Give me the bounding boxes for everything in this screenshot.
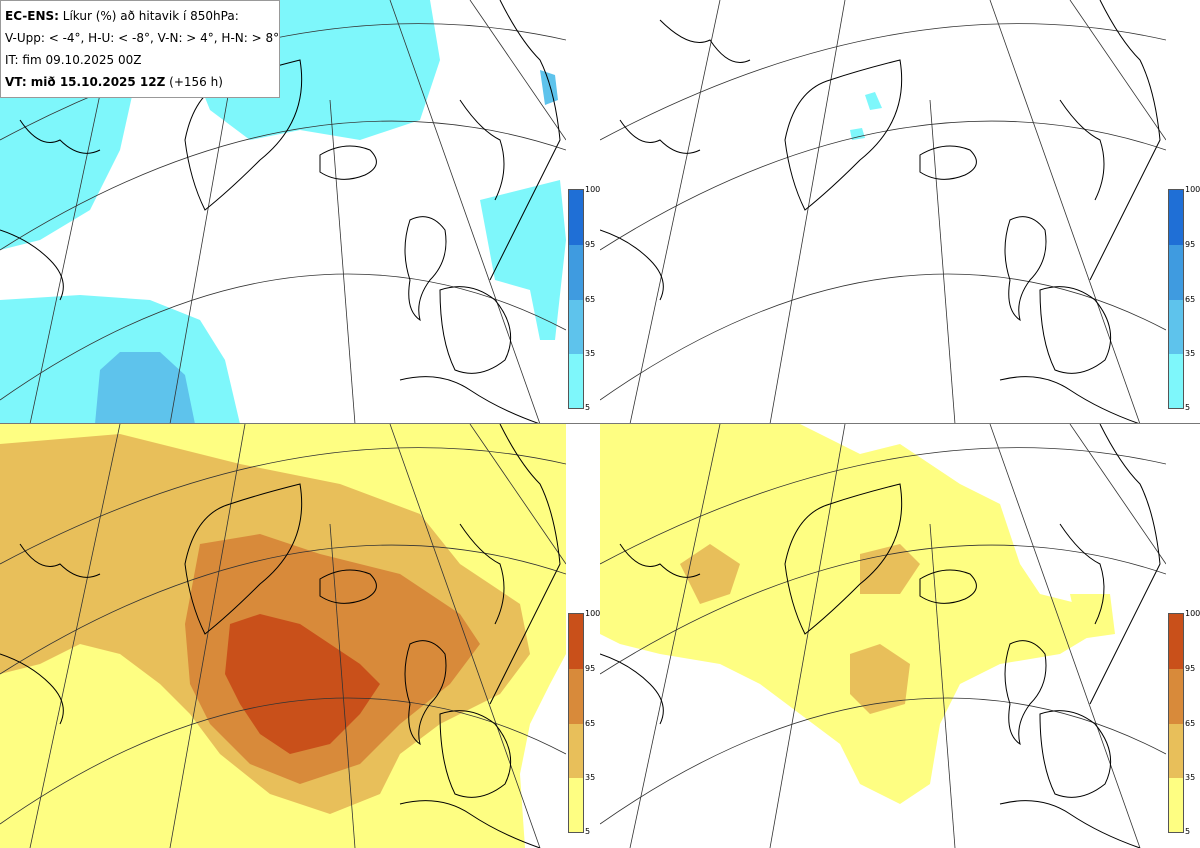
coastlines [0, 424, 561, 848]
legend-lead-time: (+156 h) [165, 75, 223, 89]
colorbar-tick: 65 [1185, 719, 1196, 728]
colorbar-seg-65-95 [569, 669, 583, 724]
prob-area-35-east [480, 180, 566, 340]
colorbar-seg-35-65 [569, 724, 583, 778]
colorbar-cold-left: 100 95 65 35 5 [568, 186, 600, 412]
colorbar-seg-35-65 [1169, 724, 1183, 778]
colorbar-tick: 100 [585, 609, 601, 618]
colorbar-seg-65-95 [1169, 245, 1183, 300]
colorbar-warm-left: 100 95 65 35 5 [568, 610, 600, 836]
colorbar-tick: 65 [585, 719, 596, 728]
legend-line-3: IT: fim 09.10.2025 00Z [5, 53, 142, 67]
colorbar-tick: 95 [585, 664, 596, 673]
legend-valid-time: VT: mið 15.10.2025 12Z [5, 75, 166, 89]
colorbar-tick: 35 [585, 773, 596, 782]
colorbar-tick: 35 [1185, 349, 1196, 358]
colorbar-seg-5-35 [569, 778, 583, 832]
prob-area-35-b [860, 544, 920, 594]
colorbar-seg-95-100 [1169, 190, 1183, 245]
colorbar-tick: 35 [1185, 773, 1196, 782]
colorbar-seg-95-100 [569, 190, 583, 245]
legend-title: Líkur (%) að hitavik í 850hPa: [58, 9, 239, 23]
colorbar-seg-5-35 [1169, 778, 1183, 832]
colorbar-tick: 5 [585, 403, 591, 412]
prob-area-95 [225, 614, 380, 754]
legend-box: EC-ENS: Líkur (%) að hitavik í 850hPa: V… [0, 0, 280, 98]
graticule-lines [0, 424, 566, 848]
legend-model-label: EC-ENS: [5, 9, 59, 23]
colorbar-seg-35-65 [569, 300, 583, 354]
prob-area-5-east [1070, 594, 1115, 639]
prob-area-5 [600, 424, 1110, 804]
legend-line-1: EC-ENS: Líkur (%) að hitavik í 850hPa: [5, 5, 275, 27]
colorbar-seg-35-65 [1169, 300, 1183, 354]
legend-line-4: VT: mið 15.10.2025 12Z (+156 h) [5, 71, 275, 93]
colorbar-tick: 5 [585, 827, 591, 836]
prob-area-35-c [850, 644, 910, 714]
colorbar-tick: 100 [585, 185, 601, 194]
colorbar-seg-5-35 [569, 354, 583, 408]
map-warm-moderate [0, 424, 566, 848]
panel-divider-horizontal [0, 423, 1200, 424]
prob-area-65-north [540, 70, 558, 105]
colorbar-tick: 5 [1185, 403, 1191, 412]
map-panel-warm-moderate [0, 424, 566, 848]
colorbar-tick: 65 [1185, 295, 1196, 304]
coastlines [600, 0, 1161, 424]
colorbar-warm-right: 100 95 65 35 5 [1168, 610, 1200, 836]
colorbar-seg-5-35 [1169, 354, 1183, 408]
colorbar-seg-65-95 [1169, 669, 1183, 724]
colorbar-tick: 95 [1185, 240, 1196, 249]
graticule-lines [600, 424, 1166, 848]
map-panel-cold-strong [600, 0, 1166, 424]
map-cold-strong [600, 0, 1166, 424]
map-warm-strong [600, 424, 1166, 848]
colorbar-tick: 5 [1185, 827, 1191, 836]
legend-line-2: V-Upp: < -4°, H-U: < -8°, V-N: > 4°, H-N… [5, 31, 280, 45]
prob-area-35-a [680, 544, 740, 604]
colorbar-seg-95-100 [569, 614, 583, 669]
graticule-lines [600, 0, 1166, 424]
colorbar-tick: 65 [585, 295, 596, 304]
colorbar-tick: 35 [585, 349, 596, 358]
colorbar-tick: 100 [1185, 609, 1200, 618]
colorbar-tick: 100 [1185, 185, 1200, 194]
prob-area-35-small-1 [865, 92, 882, 110]
colorbar-cold-right: 100 95 65 35 5 [1168, 186, 1200, 412]
map-panel-cold-moderate: EC-ENS: Líkur (%) að hitavik í 850hPa: V… [0, 0, 566, 424]
prob-area-35-small-2 [850, 128, 865, 140]
colorbar-seg-95-100 [1169, 614, 1183, 669]
colorbar-seg-65-95 [569, 245, 583, 300]
map-panel-warm-strong [600, 424, 1166, 848]
prob-area-65-south [95, 352, 195, 424]
colorbar-tick: 95 [1185, 664, 1196, 673]
colorbar-tick: 95 [585, 240, 596, 249]
coastlines [600, 424, 1161, 848]
